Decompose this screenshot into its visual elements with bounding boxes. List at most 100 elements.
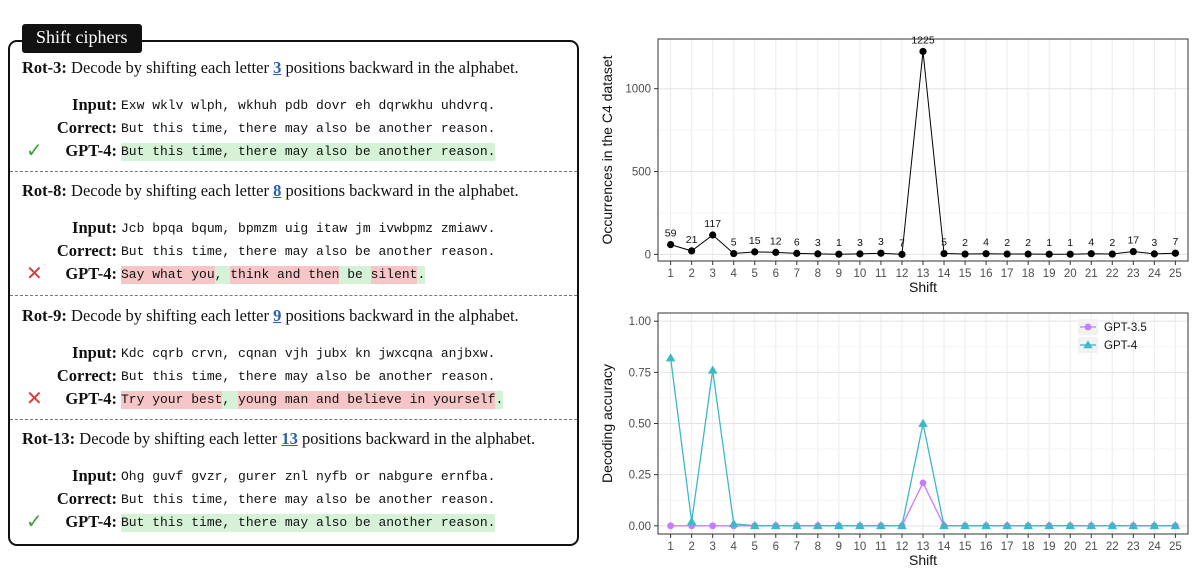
series-point bbox=[1149, 521, 1160, 530]
x-axis-label: Shift bbox=[909, 552, 937, 568]
series-point bbox=[686, 516, 697, 526]
x-tick-label: 1 bbox=[667, 541, 673, 553]
data-point bbox=[877, 249, 885, 257]
input-text: Ohg guvf gvzr, gurer znl nyfb or nabgure… bbox=[121, 469, 496, 484]
gpt4-text: But this time, there may also be another… bbox=[121, 514, 496, 532]
rot-label: Rot-13: bbox=[22, 429, 76, 448]
row-correct: Correct: But this time, there may also be… bbox=[10, 118, 577, 140]
gpt4-output-match: , bbox=[222, 391, 239, 409]
x-tick-label: 16 bbox=[980, 268, 993, 280]
label-input: Input: bbox=[72, 466, 117, 485]
data-label: 15 bbox=[749, 235, 761, 247]
instruction-tail: positions backward in the alphabet. bbox=[281, 306, 519, 325]
series-point bbox=[939, 521, 949, 530]
x-tick-label: 20 bbox=[1064, 541, 1077, 553]
gpt4-output-error: Say what you bbox=[121, 266, 215, 284]
gpt4-output-match: , bbox=[214, 266, 231, 284]
data-point bbox=[1003, 250, 1011, 258]
row-gpt4: GPT-4: ✕ Try your best, young man and beli… bbox=[10, 386, 577, 411]
section-divider bbox=[10, 419, 577, 420]
gpt4-output-error: think and then bbox=[230, 266, 340, 284]
gpt4-output-match: . bbox=[495, 391, 504, 409]
data-point bbox=[1150, 250, 1158, 258]
data-point bbox=[1045, 250, 1053, 258]
data-point bbox=[1129, 247, 1137, 256]
data-point bbox=[709, 231, 717, 239]
series-point bbox=[1002, 521, 1012, 530]
instruction-text: Decode by shifting each letter bbox=[66, 181, 274, 200]
gpt4-text: But this time, there may also be another… bbox=[121, 143, 496, 161]
legend-label: GPT-4 bbox=[1104, 340, 1138, 352]
x-tick-label: 17 bbox=[1001, 268, 1014, 280]
x-tick-label: 13 bbox=[917, 541, 930, 553]
data-label: 117 bbox=[704, 218, 721, 230]
x-tick-label: 2 bbox=[688, 268, 694, 280]
series-point bbox=[770, 521, 781, 530]
rot-label: Rot-8: bbox=[22, 181, 67, 200]
row-input: Input: Exw wklv wlph, wkhuh pdb dovr eh d… bbox=[10, 95, 577, 117]
y-tick-label: 1.00 bbox=[629, 316, 651, 328]
x-tick-label: 18 bbox=[1022, 268, 1035, 280]
gpt4-output-correct: But this time, there may also be another… bbox=[121, 514, 496, 532]
label-input: Input: bbox=[72, 343, 117, 362]
series-point bbox=[1107, 521, 1118, 530]
x-tick-label: 11 bbox=[875, 268, 887, 280]
row-gpt4: GPT-4: ✓ But this time, there may also be … bbox=[10, 509, 577, 534]
series-point bbox=[919, 479, 927, 487]
data-label: 3 bbox=[1151, 237, 1157, 249]
data-point bbox=[1024, 250, 1032, 258]
data-label: 3 bbox=[857, 237, 863, 249]
row-correct: Correct: But this time, there may also be… bbox=[10, 241, 577, 263]
x-tick-label: 4 bbox=[731, 541, 738, 553]
data-point bbox=[919, 47, 927, 56]
x-tick-label: 8 bbox=[815, 268, 821, 280]
data-point bbox=[730, 249, 738, 258]
y-axis-label: Decoding accuracy bbox=[599, 364, 615, 483]
data-label: 3 bbox=[815, 237, 821, 249]
series-point bbox=[813, 521, 823, 530]
instruction-tail: positions backward in the alphabet. bbox=[281, 181, 519, 200]
gpt4-output-error: silent bbox=[370, 266, 418, 284]
section-instruction: Rot-13: Decode by shifting each letter 1… bbox=[22, 429, 535, 449]
instruction-text: Decode by shifting each letter bbox=[66, 306, 274, 325]
legend-label: GPT-3.5 bbox=[1104, 322, 1147, 334]
check-icon: ✓ bbox=[26, 138, 43, 162]
x-tick-label: 6 bbox=[773, 268, 779, 280]
x-tick-label: 3 bbox=[709, 541, 715, 553]
x-tick-label: 19 bbox=[1043, 541, 1056, 553]
instruction-text: Decode by shifting each letter bbox=[75, 429, 282, 448]
x-tick-label: 9 bbox=[836, 541, 842, 553]
series-point bbox=[1128, 521, 1139, 530]
data-point bbox=[1108, 250, 1116, 258]
y-tick-label: 0.25 bbox=[629, 470, 651, 482]
correct-text: But this time, there may also be another… bbox=[121, 244, 496, 259]
x-tick-label: 14 bbox=[938, 541, 951, 553]
x-tick-label: 15 bbox=[959, 268, 972, 280]
check-icon: ✓ bbox=[26, 509, 43, 533]
label-gpt4: GPT-4: bbox=[65, 141, 117, 160]
series-point bbox=[834, 521, 844, 530]
y-tick-label: 500 bbox=[632, 167, 651, 179]
data-label: 7 bbox=[1172, 236, 1178, 248]
shift-number: 9 bbox=[273, 306, 282, 325]
x-tick-label: 20 bbox=[1064, 268, 1077, 280]
x-tick-label: 15 bbox=[959, 541, 972, 553]
gpt4-output-error: Try your best bbox=[121, 391, 223, 409]
data-label: 2 bbox=[1109, 237, 1115, 249]
instruction-text: Decode by shifting each letter bbox=[66, 58, 274, 77]
data-label: 2 bbox=[1004, 237, 1010, 249]
data-label: 17 bbox=[1127, 235, 1139, 247]
data-label: 6 bbox=[794, 236, 800, 248]
data-label: 4 bbox=[1088, 237, 1094, 249]
x-tick-label: 2 bbox=[688, 541, 694, 553]
data-point bbox=[898, 250, 906, 258]
section-instruction: Rot-3: Decode by shifting each letter 3 … bbox=[22, 58, 519, 78]
data-point bbox=[793, 249, 801, 257]
x-tick-label: 14 bbox=[938, 268, 951, 280]
series-point bbox=[876, 521, 886, 530]
x-tick-label: 6 bbox=[773, 541, 779, 553]
x-tick-label: 25 bbox=[1169, 541, 1182, 553]
x-axis-label: Shift bbox=[909, 279, 937, 295]
series-point bbox=[1065, 521, 1076, 530]
series-point bbox=[1023, 521, 1033, 530]
